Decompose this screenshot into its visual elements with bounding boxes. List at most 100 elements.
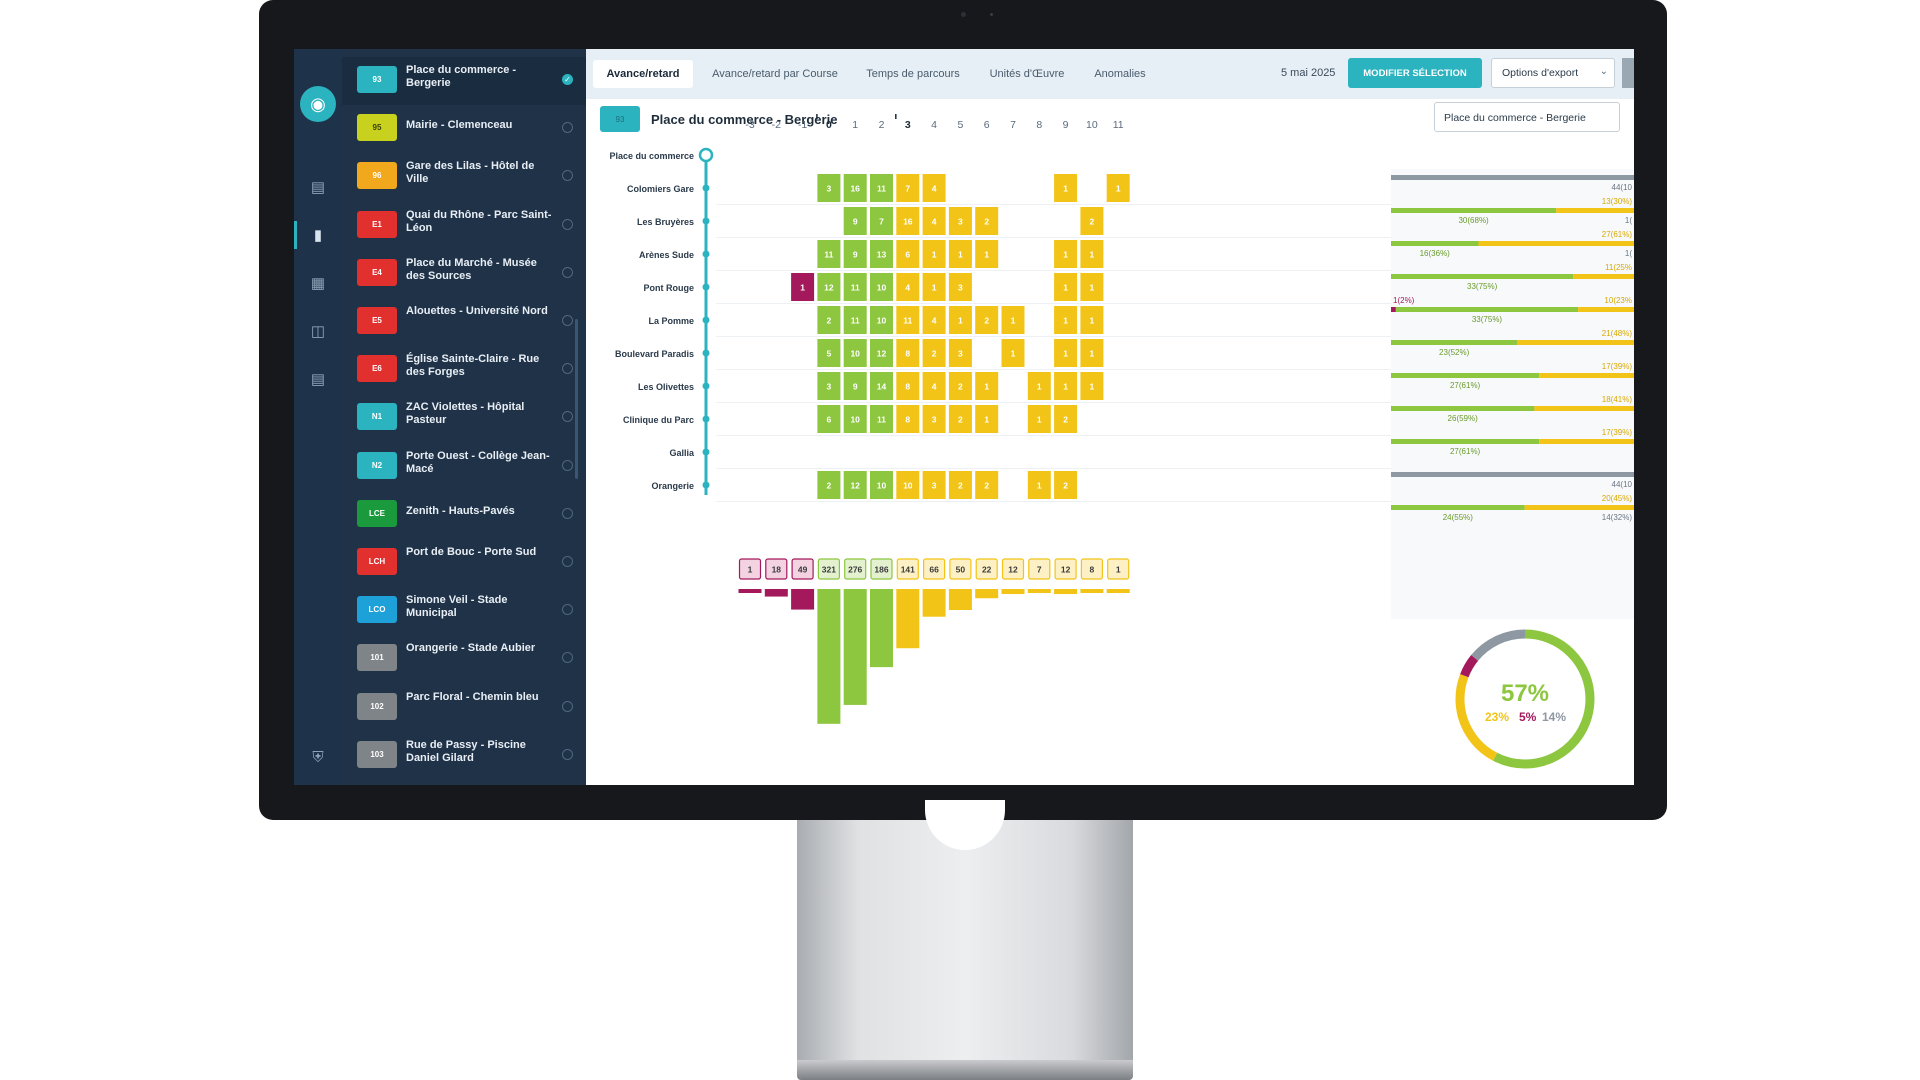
x-tick-label: 5 <box>957 119 963 131</box>
summary-bar-late <box>1539 373 1634 378</box>
heatmap-cell <box>896 372 920 400</box>
document-icon[interactable]: ▤ <box>310 371 326 388</box>
export-options-select[interactable]: Options d'export ⌄ <box>1491 58 1615 88</box>
total-value: 276 <box>848 565 862 575</box>
heatmap-cell-value: 11 <box>851 283 860 293</box>
line-item[interactable]: 102 Parc Floral - Chemin bleu <box>342 684 586 732</box>
summary-label-ontime: 33(75%) <box>1467 282 1498 291</box>
tab-anomalies[interactable]: Anomalies <box>1094 68 1146 80</box>
tab-unites-oeuvre[interactable]: Unités d'Œuvre <box>989 68 1065 80</box>
line-select-radio[interactable] <box>562 700 573 712</box>
line-name: Place du commerce - Bergerie <box>406 64 517 89</box>
line-item[interactable]: 95 Mairie - Clemenceau <box>342 105 586 153</box>
heatmap-cell <box>948 240 972 268</box>
line-select-radio[interactable] <box>562 315 573 326</box>
heatmap-cell-value: 11 <box>877 415 886 425</box>
total-value: 22 <box>982 565 992 575</box>
summary-bar-ontime <box>1391 505 1525 510</box>
shield-icon[interactable]: ⛨ <box>312 748 324 766</box>
heatmap-cell-value: 9 <box>853 250 858 260</box>
tab-bar: Avance/retard Avance/retard par Course T… <box>586 49 1634 99</box>
heatmap-cell <box>975 372 999 400</box>
modify-selection-button[interactable]: MODIFIER SÉLECTION <box>1348 58 1482 88</box>
heatmap-cell <box>817 174 841 202</box>
summary-label-ontime: 16(36%) <box>1420 249 1451 258</box>
line-select-radio[interactable] <box>562 507 573 519</box>
heatmap-cell-value: 1 <box>984 415 989 425</box>
heatmap-cell <box>948 207 972 235</box>
heatmap-cell <box>870 240 893 268</box>
line-name: Gare des Lilas - Hôtel de Ville <box>406 160 535 186</box>
total-value: 49 <box>798 565 808 575</box>
heatmap-cell <box>1054 174 1078 202</box>
summary-label-ontime: 33(75%) <box>1472 315 1503 324</box>
line-selected-check-icon[interactable]: ✓ <box>562 74 573 85</box>
line-select-radio[interactable] <box>562 170 573 182</box>
calendar-icon[interactable]: ▦ <box>310 275 326 292</box>
summary-label-late: 17(39%) <box>1602 428 1633 437</box>
line-item[interactable]: 93 Place du commerce - Bergerie ✓ <box>342 57 586 105</box>
heatmap-cell <box>843 306 867 334</box>
line-item[interactable]: 101 Orangerie - Stade Aubier <box>342 635 586 683</box>
total-box <box>896 558 919 580</box>
heatmap-cell-value: 1 <box>984 250 989 260</box>
line-item[interactable]: N1 ZAC Violettes - Hôpital Pasteur <box>342 394 586 442</box>
tab-avance-retard-course[interactable]: Avance/retard par Course <box>712 68 838 80</box>
heatmap-cell <box>817 339 841 367</box>
tabbar-overflow-button[interactable] <box>1622 58 1634 88</box>
heatmap-cell <box>1027 405 1051 433</box>
tab-avance-retard[interactable]: Avance/retard <box>593 60 693 88</box>
heatmap-cell <box>922 339 946 367</box>
summary-label-ontime: 30(68%) <box>1458 216 1489 225</box>
line-item[interactable]: E5 Alouettes - Université Nord <box>342 298 586 346</box>
line-select-radio[interactable] <box>562 459 573 471</box>
heatmap-cell-value: 1 <box>1011 316 1016 326</box>
total-box <box>844 558 867 580</box>
line-select-radio[interactable] <box>562 218 573 230</box>
heatmap-cell <box>896 306 920 334</box>
line-select-radio[interactable] <box>562 652 573 664</box>
line-select-radio[interactable] <box>562 266 573 278</box>
summary-bar-ontime <box>1391 373 1540 378</box>
heatmap-cell <box>896 471 920 499</box>
route-select[interactable]: Place du commerce - Bergerie <box>1434 102 1620 132</box>
line-item[interactable]: N2 Porte Ouest - Collège Jean-Macé <box>342 443 586 491</box>
heatmap-cell-value: 4 <box>905 283 910 293</box>
main-panel: Avance/retard Avance/retard par Course T… <box>586 49 1634 785</box>
line-select-radio[interactable] <box>562 604 573 616</box>
heatmap-cell-value: 1 <box>1063 184 1068 194</box>
line-select-radio[interactable] <box>562 122 573 134</box>
line-item[interactable]: E6 Église Sainte-Claire - Rue des Forges <box>342 346 586 394</box>
monitor-icon[interactable]: ▤ <box>310 179 326 196</box>
donut-late-label: 23% <box>1485 710 1509 724</box>
summary-label-ontime: 27(61%) <box>1450 447 1481 456</box>
summary-bar-late <box>1578 307 1634 312</box>
line-item[interactable]: 103 Rue de Passy - Piscine Daniel Gilard <box>342 732 586 780</box>
line-list-scrollbar[interactable] <box>575 319 578 479</box>
grid-icon[interactable]: ◫ <box>310 323 326 340</box>
stop-marker <box>702 448 710 456</box>
line-item[interactable]: 96 Gare des Lilas - Hôtel de Ville <box>342 153 586 201</box>
line-item[interactable]: E4 Place du Marché - Musée des Sources <box>342 250 586 298</box>
line-select-radio[interactable] <box>562 363 573 375</box>
heatmap-cell-value: 14 <box>877 382 887 392</box>
summary-label-late: 10(23% <box>1604 296 1632 305</box>
heatmap-cell <box>817 240 841 268</box>
line-item[interactable]: LCH Port de Bouc - Porte Sud <box>342 539 586 587</box>
heatmap-cell-value: 3 <box>827 382 832 392</box>
line-select-radio[interactable] <box>562 748 573 760</box>
x-tick-label: 11 <box>1113 119 1124 131</box>
line-select-radio[interactable] <box>562 411 573 423</box>
tab-temps-parcours[interactable]: Temps de parcours <box>866 68 960 80</box>
line-item[interactable]: LCO Simone Veil - Stade Municipal <box>342 587 586 635</box>
line-select-radio[interactable] <box>562 556 573 567</box>
stop-label: Place du commerce <box>609 151 694 161</box>
line-item[interactable]: LCE Zenith - Hauts-Pavés <box>342 491 586 539</box>
heatmap-cell <box>922 306 946 334</box>
heatmap-cell <box>1054 405 1078 433</box>
heatmap-cell-value: 3 <box>958 217 963 227</box>
bar-chart-icon[interactable]: ▮ <box>313 227 323 244</box>
bus-logo-icon[interactable]: ◉ <box>300 86 336 122</box>
heatmap-cell-value: 1 <box>800 283 805 293</box>
line-item[interactable]: E1 Quai du Rhône - Parc Saint-Léon <box>342 202 586 250</box>
